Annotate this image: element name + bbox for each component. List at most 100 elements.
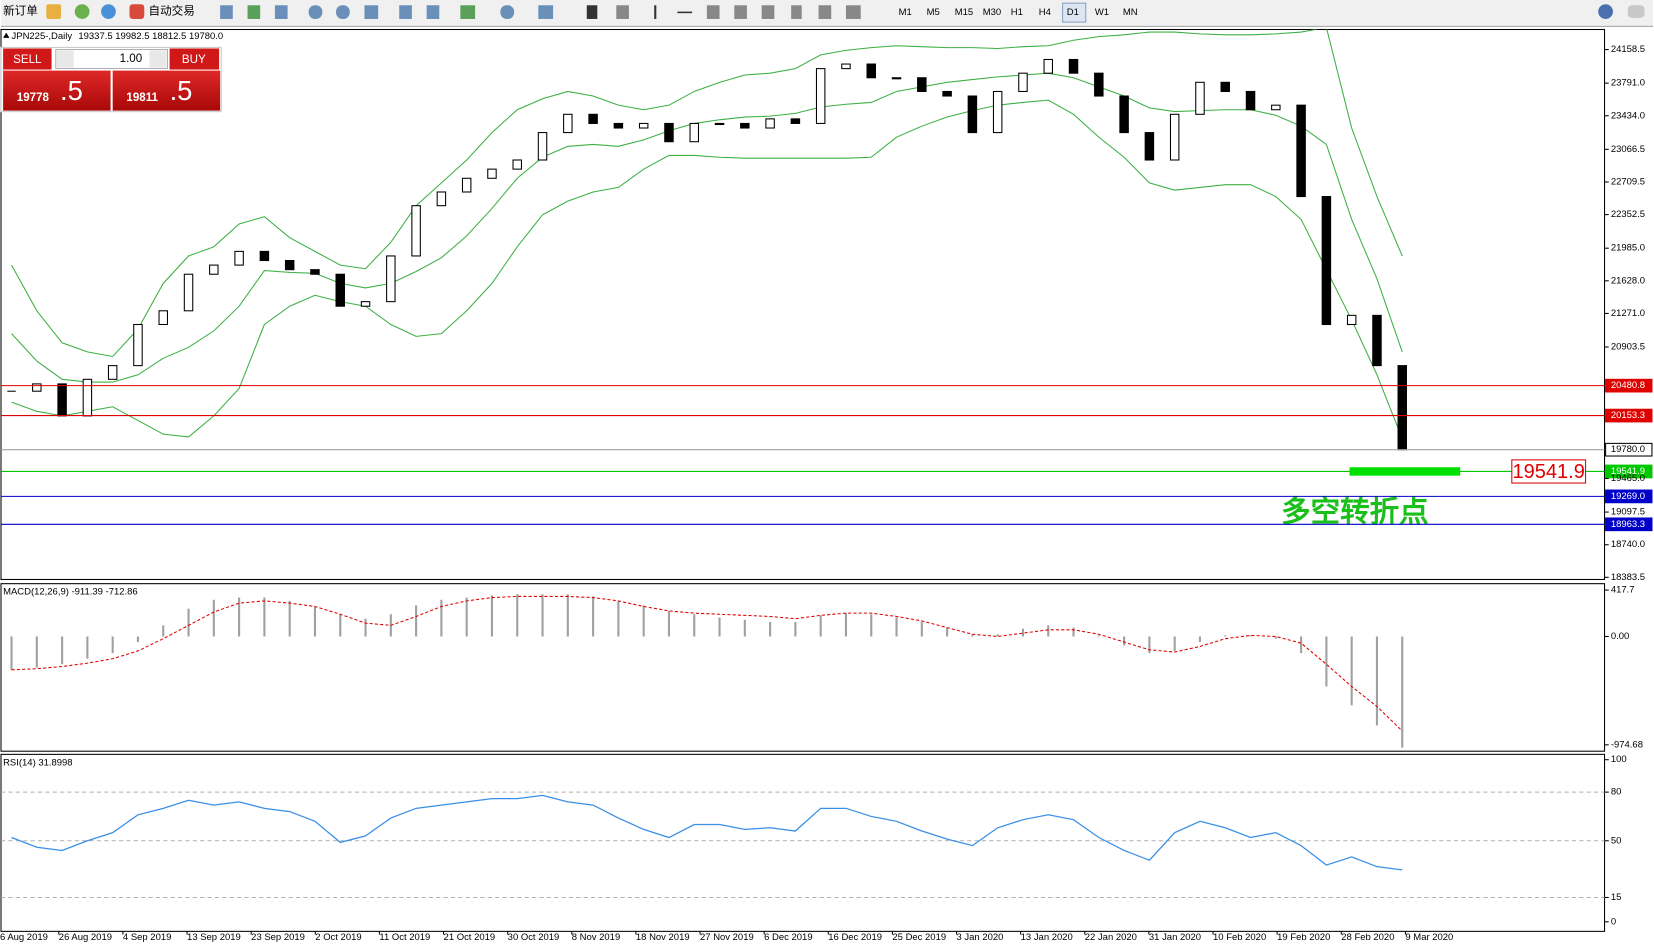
icon[interactable]: [706, 5, 720, 19]
y-tick-label: 22709.5: [1611, 176, 1645, 187]
icon[interactable]: [308, 5, 323, 19]
sell-price-box[interactable]: [3, 70, 111, 111]
y-tick-label: 19097.5: [1611, 507, 1645, 518]
timeframe-button[interactable]: H1: [1011, 7, 1023, 18]
pivot-price-box: [1511, 459, 1587, 484]
icon[interactable]: [586, 5, 598, 19]
overlays: 20480.8 20153.3 19780.0 19541.9 19541.9 多空转折点…: [0, 378, 1653, 532]
timeframe-button[interactable]: M30: [983, 7, 1001, 18]
main-plot: [7, 29, 1407, 451]
icon[interactable]: [734, 5, 747, 19]
x-tick-label: 10 Feb 2020: [1213, 932, 1266, 943]
timeframe-button[interactable]: W1: [1095, 7, 1109, 18]
candle: [765, 118, 775, 129]
candle: [1321, 196, 1332, 326]
sell-button[interactable]: [3, 48, 52, 70]
icon[interactable]: [364, 5, 379, 19]
candle: [183, 273, 194, 312]
y-tick-label: -974.68: [1611, 739, 1643, 750]
timeframe-button[interactable]: MN: [1123, 7, 1138, 18]
candle: [563, 113, 573, 134]
icon[interactable]: [616, 5, 629, 19]
icon[interactable]: [538, 5, 554, 19]
candle: [82, 378, 93, 417]
buy-label[interactable]: BUY: [182, 54, 206, 66]
icon[interactable]: [74, 4, 90, 19]
lot-input[interactable]: [55, 48, 168, 70]
icon[interactable]: [129, 4, 145, 19]
trade-panel: SELL 1.00 BUY 19778 .5 19811 .5: [0, 46, 222, 113]
candle: [967, 95, 978, 134]
timeframe-button[interactable]: H4: [1039, 7, 1051, 18]
icon[interactable]: [220, 5, 233, 19]
candle: [512, 159, 522, 170]
candle: [335, 273, 345, 307]
candle: [664, 122, 674, 143]
icon[interactable]: [677, 11, 693, 14]
x-tick-label: 22 Jan 2020: [1085, 932, 1137, 943]
icon[interactable]: [336, 5, 350, 19]
macd-panel: [0, 583, 1606, 752]
candle: [360, 301, 371, 307]
timeframe-button[interactable]: M15: [955, 7, 973, 18]
icon[interactable]: [761, 5, 775, 19]
price-level-tag: [1605, 408, 1653, 423]
candle: [1094, 72, 1104, 97]
icon[interactable]: [818, 5, 832, 19]
buy-button[interactable]: [169, 48, 220, 70]
y-tick-label: 23066.5: [1611, 144, 1645, 155]
icon[interactable]: [845, 5, 861, 19]
buy-price-box[interactable]: [112, 70, 221, 111]
icon[interactable]: [274, 5, 288, 19]
sell-label[interactable]: SELL: [13, 54, 42, 66]
x-tick-label: 25 Dec 2019: [892, 932, 946, 943]
symbol: JPN225-,Daily: [12, 30, 73, 41]
lot-up[interactable]: [149, 50, 167, 68]
candle: [841, 63, 851, 70]
candle: [1296, 104, 1306, 198]
lot-down[interactable]: [56, 50, 74, 68]
icon[interactable]: [247, 5, 261, 19]
x-tick-label: 31 Jan 2020: [1149, 932, 1201, 943]
candle: [815, 68, 826, 124]
icon[interactable]: [399, 5, 412, 19]
candle: [1144, 132, 1155, 161]
timeframe-button[interactable]: M1: [899, 7, 912, 18]
search-icon[interactable]: [1598, 4, 1613, 19]
candle: [588, 113, 598, 124]
y-tick-label: 100: [1611, 754, 1627, 765]
macd-title: MACD(12,26,9) -911.39 -712.86: [3, 587, 138, 598]
buy-price-fraction: .5: [170, 75, 193, 106]
icon[interactable]: [500, 5, 515, 19]
y-tick-label: 19465.0: [1611, 473, 1645, 484]
icon[interactable]: [791, 5, 802, 19]
lot-value[interactable]: 1.00: [120, 53, 143, 65]
icon[interactable]: [426, 5, 440, 19]
icon[interactable]: [46, 4, 62, 19]
bollinger-middle: [11, 72, 1403, 383]
x-tick-label: 26 Aug 2019: [59, 932, 112, 943]
candle: [740, 122, 750, 129]
icon[interactable]: [654, 5, 657, 19]
x-tick-label: 9 Mar 2020: [1405, 932, 1453, 943]
x-tick-label: 6 Dec 2019: [764, 932, 812, 943]
y-tick-label: 0.00: [1611, 631, 1629, 642]
icon[interactable]: [460, 5, 476, 19]
candle: [1220, 81, 1230, 92]
y-tick-label: 0: [1611, 916, 1616, 927]
chat-icon[interactable]: [1627, 5, 1645, 18]
candle: [107, 365, 118, 380]
timeframe-button[interactable]: D1: [1067, 7, 1079, 18]
buy-price: 19811: [126, 92, 158, 104]
candle: [1245, 90, 1256, 111]
candle: [1271, 104, 1281, 111]
x-tick-label: 4 Sep 2019: [123, 932, 171, 943]
new-order-button[interactable]: 新订单: [3, 4, 38, 18]
timeframe-button[interactable]: M5: [927, 7, 940, 18]
rsi-panel: [0, 753, 1606, 932]
auto-trade-button[interactable]: 自动交易: [149, 4, 195, 18]
annotation: 多空转折点: [1281, 495, 1429, 528]
icon[interactable]: [101, 4, 116, 19]
x-tick-label: 11 Oct 2019: [379, 932, 430, 943]
